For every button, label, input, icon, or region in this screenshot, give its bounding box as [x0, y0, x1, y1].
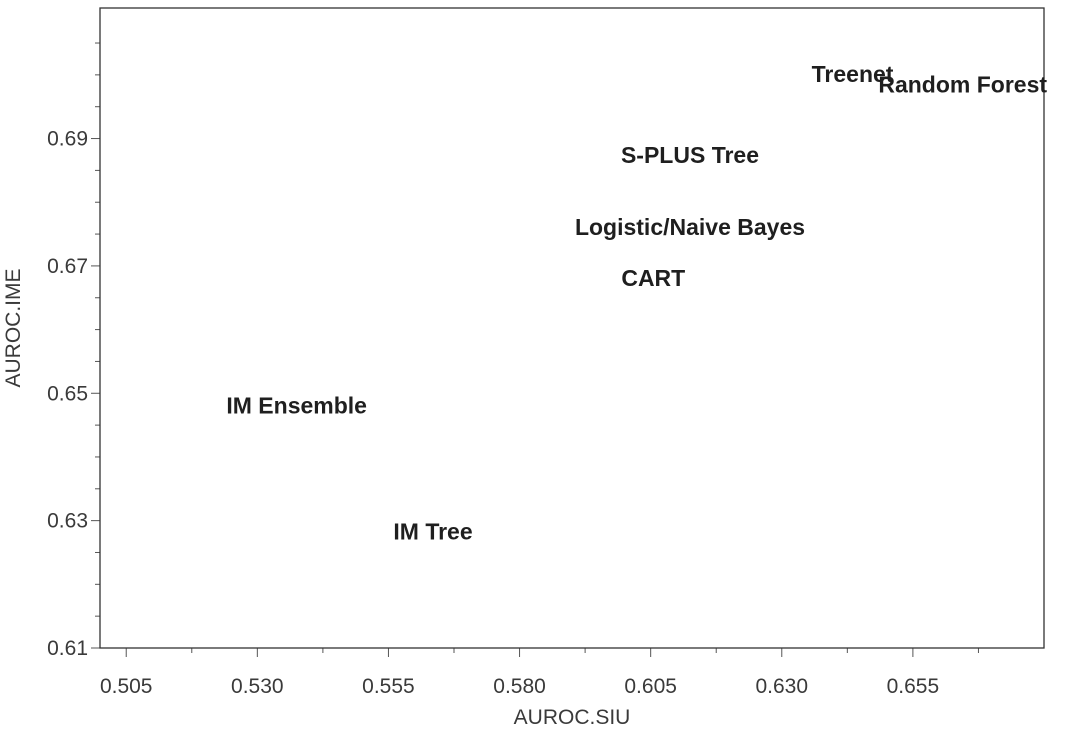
x-tick-label: 0.555: [362, 675, 415, 698]
y-tick-label: 0.63: [47, 510, 88, 533]
data-point-label: Treenet: [812, 61, 894, 87]
x-tick-label: 0.505: [100, 675, 153, 698]
x-tick-label: 0.630: [755, 675, 808, 698]
y-tick-label: 0.69: [47, 128, 88, 151]
axis-tick-labels: 0.505 0.530 0.555 0.580 0.605 0.630 0.655 0.61 0…: [47, 128, 939, 698]
data-point-label: IM Ensemble: [226, 392, 367, 418]
data-point-label: Logistic/Naive Bayes: [575, 214, 805, 240]
x-axis-title: AUROC.SIU: [514, 706, 631, 729]
y-axis-title: AUROC.IME: [2, 268, 25, 387]
axis-ticks: [91, 42, 979, 657]
data-point-label: CART: [621, 265, 685, 291]
data-point-label: IM Tree: [393, 518, 472, 544]
y-tick-label: 0.61: [47, 637, 88, 660]
x-tick-label: 0.580: [493, 675, 546, 698]
plot-frame: [99, 7, 1045, 649]
data-point-label: S-PLUS Tree: [621, 142, 759, 168]
x-tick-label: 0.530: [231, 675, 284, 698]
x-tick-label: 0.655: [887, 675, 940, 698]
y-tick-label: 0.67: [47, 255, 88, 278]
y-tick-label: 0.65: [47, 382, 88, 405]
data-point-label: Random Forest: [878, 71, 1047, 97]
x-tick-label: 0.605: [624, 675, 677, 698]
